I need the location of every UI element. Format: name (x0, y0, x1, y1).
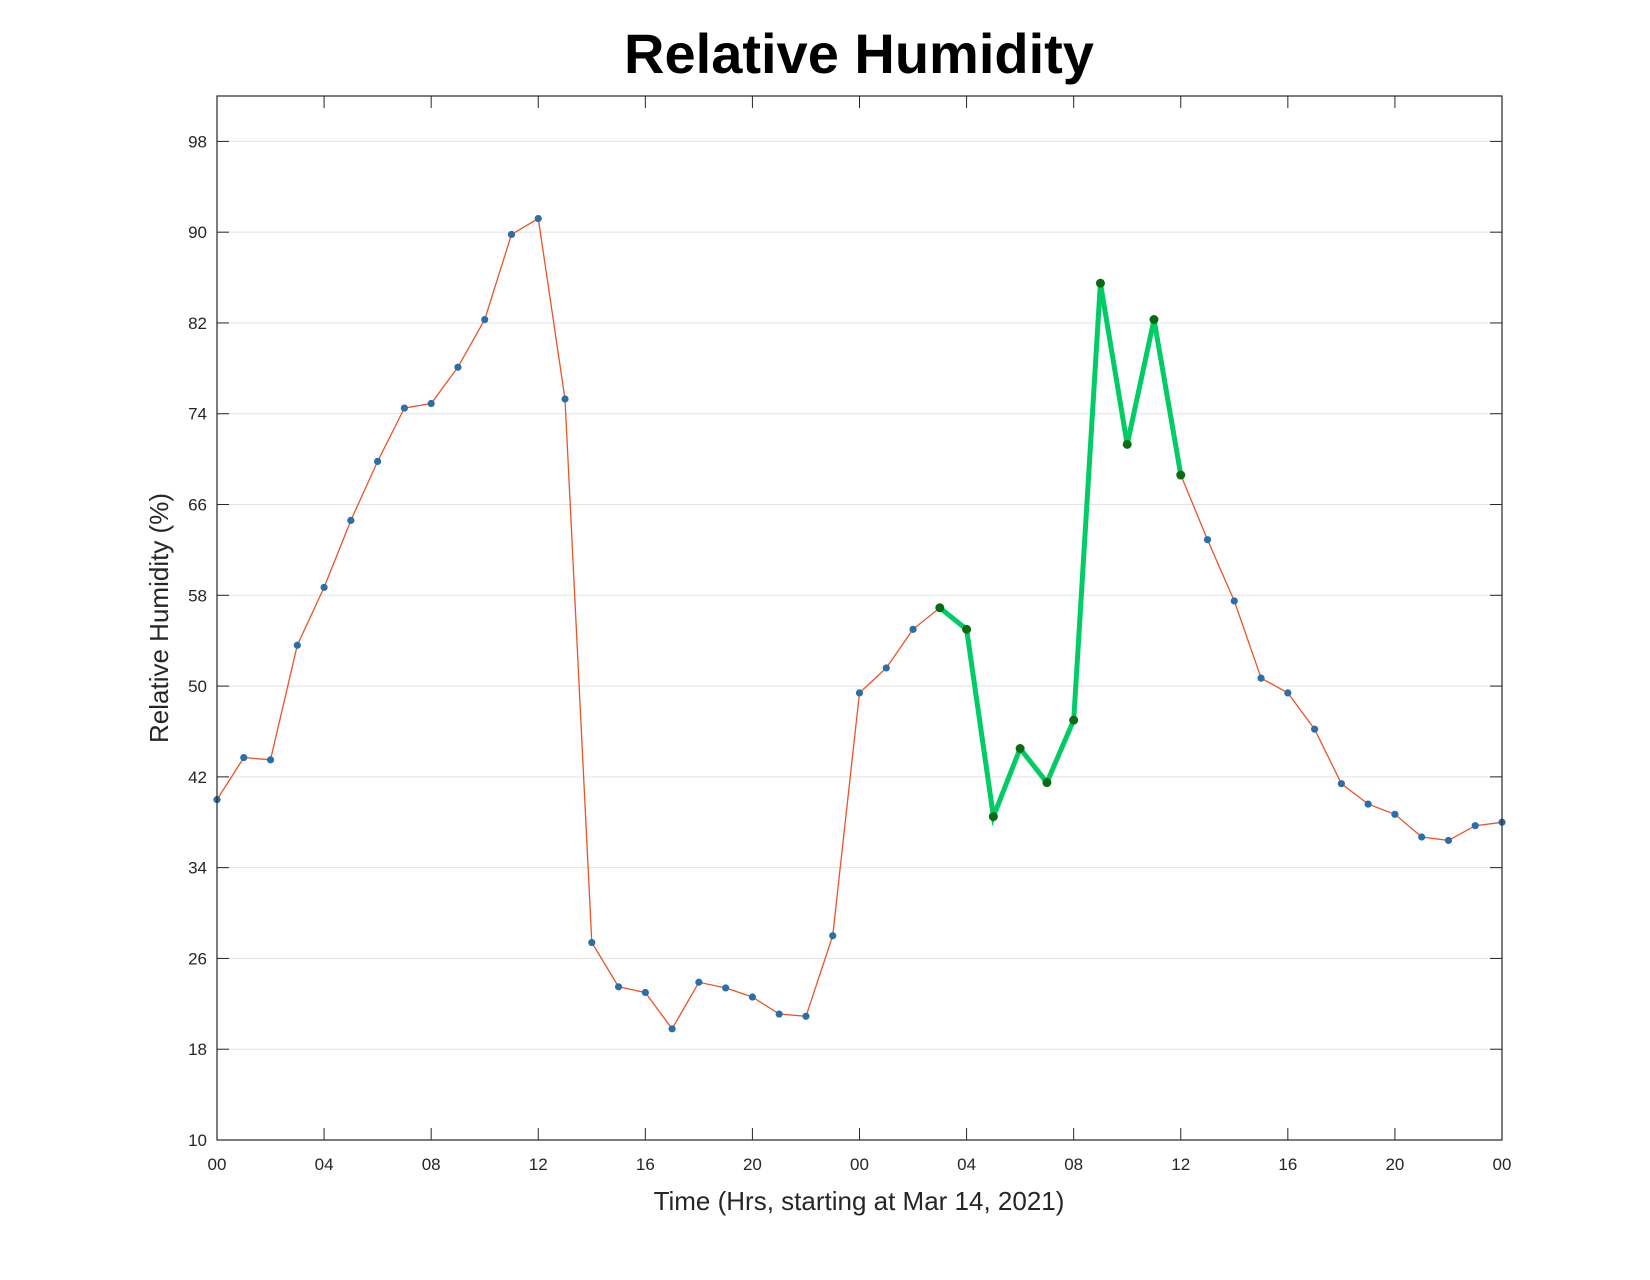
x-tick-label: 04 (315, 1155, 334, 1174)
data-point (1444, 836, 1453, 845)
highlight-data-point (935, 603, 945, 613)
axis-ticks: 10 18 26 34 42 50 58 66 74 82 90 98 00 04 08 12 16 20 00 04… (188, 96, 1511, 1174)
data-point (400, 404, 408, 412)
data-point (1284, 689, 1292, 697)
data-point (481, 315, 489, 324)
data-point (641, 988, 649, 997)
highlight-data-point (988, 812, 998, 822)
y-tick-label: 10 (188, 1131, 207, 1150)
y-axis-label: Relative Humidity (%) (144, 493, 174, 743)
data-point (320, 583, 328, 591)
data-point (1203, 536, 1212, 544)
data-series (213, 214, 1506, 1033)
data-point (588, 938, 596, 947)
data-point (1257, 674, 1265, 682)
data-point (507, 230, 516, 239)
y-tick-label: 18 (188, 1040, 207, 1059)
gridlines (217, 140, 1502, 1050)
data-point (293, 641, 301, 649)
x-tick-label: 04 (957, 1155, 976, 1174)
x-axis-label: Time (Hrs, starting at Mar 14, 2021) (654, 1186, 1065, 1216)
data-point (534, 214, 542, 223)
x-tick-label: 08 (1064, 1155, 1083, 1174)
data-point (1337, 780, 1345, 788)
y-tick-label: 90 (188, 223, 207, 242)
x-tick-label: 20 (743, 1155, 762, 1174)
data-point (695, 978, 703, 986)
data-point (1364, 800, 1372, 808)
data-point (802, 1012, 810, 1020)
highlight-series-line (938, 282, 1184, 827)
highlight-data-point (1122, 439, 1132, 449)
data-point (427, 399, 435, 408)
x-tick-label: 00 (208, 1155, 227, 1174)
highlight-data-point (1095, 278, 1105, 288)
data-point (748, 993, 757, 1001)
data-point (1391, 810, 1399, 818)
highlight-data-point (1069, 715, 1079, 725)
data-point (668, 1025, 676, 1033)
data-point (240, 753, 248, 762)
data-point (347, 516, 355, 525)
data-point (829, 932, 837, 940)
data-point (1311, 725, 1319, 733)
highlight-data-point (1042, 778, 1052, 788)
highlight-data-point (1015, 744, 1025, 753)
x-tick-label: 08 (422, 1155, 441, 1174)
data-point (909, 625, 917, 633)
y-tick-label: 74 (188, 405, 207, 424)
data-point (454, 363, 462, 371)
y-tick-label: 26 (188, 949, 207, 968)
plot-frame (216, 95, 1503, 1141)
x-tick-label: 16 (1278, 1155, 1297, 1174)
data-point (1471, 822, 1479, 830)
data-point (1418, 833, 1426, 841)
data-point (775, 1010, 783, 1018)
x-tick-label: 16 (636, 1155, 655, 1174)
highlight-data-point (1149, 315, 1159, 325)
data-point (266, 756, 275, 764)
data-point (614, 983, 623, 991)
y-tick-label: 66 (188, 496, 207, 515)
data-point (882, 664, 890, 672)
data-point (855, 689, 864, 697)
highlight-data-point (962, 624, 972, 634)
data-point (1230, 597, 1238, 605)
x-tick-label: 00 (850, 1155, 869, 1174)
chart-title: Relative Humidity (624, 22, 1094, 85)
y-tick-label: 58 (188, 586, 207, 605)
y-tick-label: 50 (188, 677, 207, 696)
y-tick-label: 42 (188, 768, 207, 787)
data-point (561, 395, 569, 403)
x-tick-label: 00 (1493, 1155, 1512, 1174)
x-tick-label: 12 (529, 1155, 548, 1174)
data-point (722, 984, 730, 992)
highlight-data-point (1176, 470, 1186, 480)
y-tick-label: 34 (188, 859, 207, 878)
humidity-series-line (216, 217, 1503, 1030)
x-tick-label: 12 (1171, 1155, 1190, 1174)
y-tick-label: 82 (188, 314, 207, 333)
x-tick-label: 20 (1385, 1155, 1404, 1174)
data-point (374, 457, 382, 465)
y-tick-label: 98 (188, 132, 207, 151)
